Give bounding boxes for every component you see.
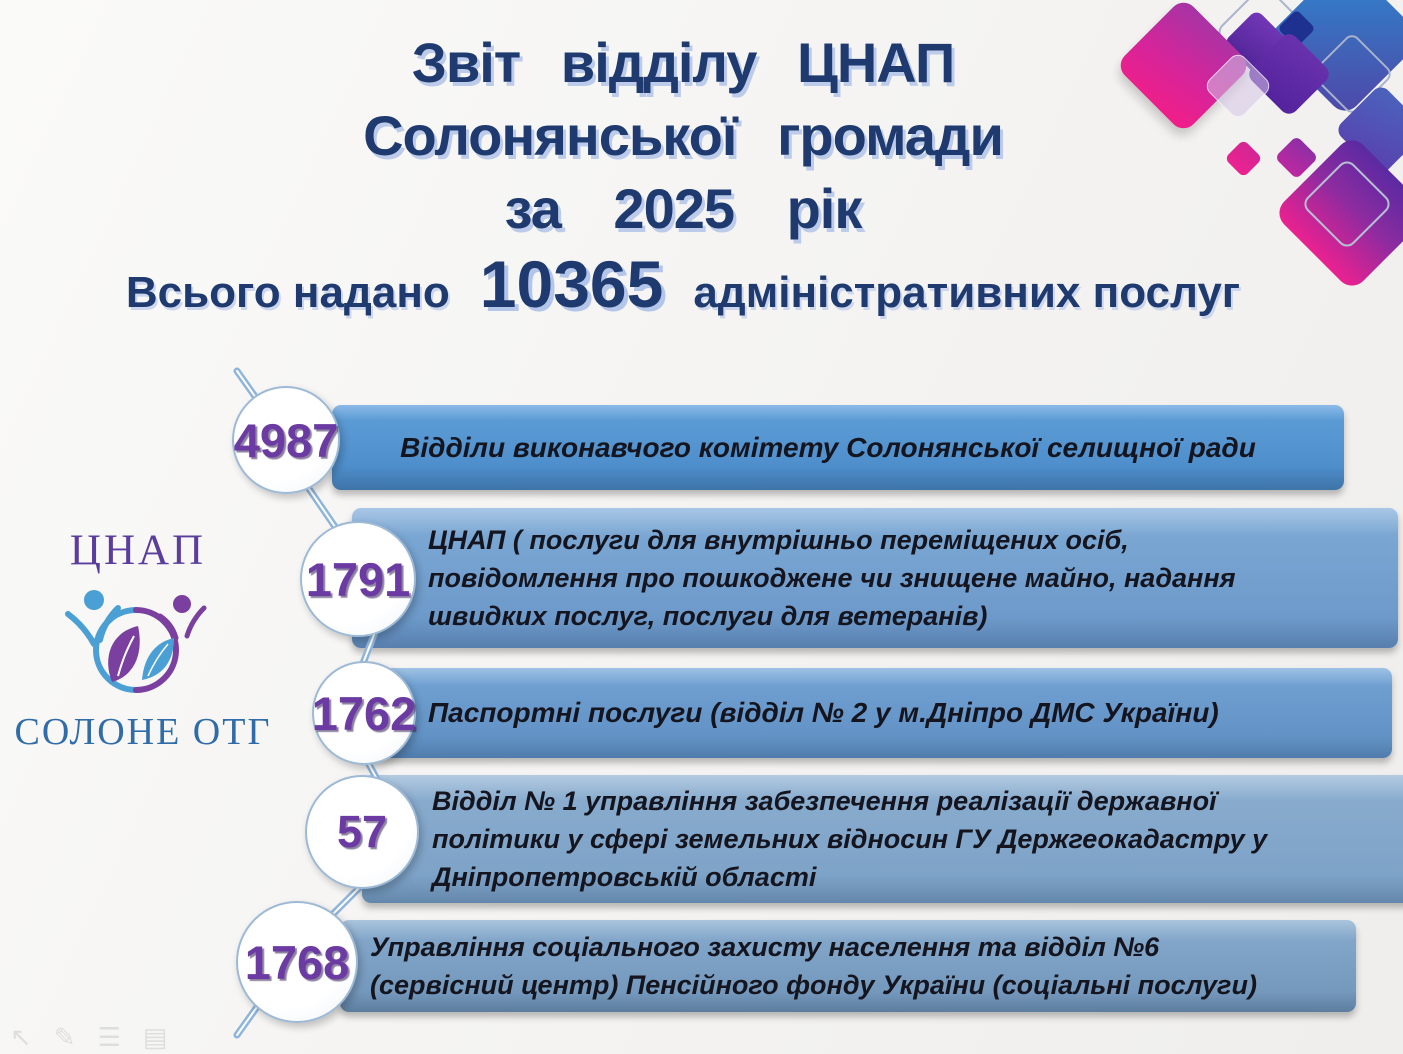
- service-count-badge: 1762: [312, 661, 416, 765]
- service-bar: Управління соціального захисту населення…: [340, 920, 1356, 1012]
- service-bar-label: повідомлення про пошкоджене чи знищене м…: [428, 563, 1236, 593]
- service-count-badge: 1768: [236, 901, 358, 1023]
- pencil-icon: ✎: [53, 1022, 76, 1052]
- service-bar-label: ЦНАП ( послуги для внутрішньо переміщени…: [428, 525, 1129, 555]
- slide-title: Звіт відділу ЦНАП Солонянської громади з…: [0, 26, 1366, 245]
- service-bar-label: Відділи виконавчого комітету Солонянсько…: [400, 431, 1256, 463]
- service-bar-label: Відділ № 1 управління забезпечення реалі…: [432, 786, 1217, 816]
- ghost-toolbar: ↖ ✎ ☰ ▤: [10, 1022, 167, 1053]
- service-bar-label: Дніпропетровській області: [432, 862, 817, 892]
- list-icon: ☰: [97, 1022, 121, 1052]
- service-bar: Паспортні послуги (відділ № 2 у м.Дніпро…: [358, 668, 1392, 758]
- service-bar: ЦНАП ( послуги для внутрішньо переміщени…: [352, 508, 1398, 648]
- service-bar: Відділи виконавчого комітету Солонянсько…: [332, 405, 1344, 490]
- logo-org-name: ЦНАП: [69, 527, 207, 574]
- service-bar-label: політики у сфері земельних відносин ГУ Д…: [432, 824, 1268, 854]
- service-bar: Відділ № 1 управління забезпечення реалі…: [362, 775, 1403, 903]
- service-bar-label: (сервісний центр) Пенсійного фонду Украї…: [370, 970, 1257, 1000]
- total-services-count: 10365: [479, 247, 664, 321]
- service-bar-label: швидких послуг, послуги для ветеранів): [428, 601, 988, 631]
- title-line-3: за 2025 рік: [504, 177, 863, 240]
- service-count-badge: 4987: [232, 386, 340, 494]
- title-line-1: Звіт відділу ЦНАП: [411, 31, 956, 94]
- logo-community-name: СОЛОНЕ ОТГ: [14, 711, 272, 753]
- people-circle-leaves-icon: [65, 590, 207, 693]
- summary-suffix: адміністративних послуг: [693, 268, 1241, 317]
- service-count-badge: 57: [305, 775, 419, 889]
- cursor-icon: ↖: [10, 1022, 32, 1052]
- title-line-2: Солонянської громади: [363, 104, 1004, 167]
- page-icon: ▤: [142, 1022, 168, 1052]
- service-bar-label: Управління соціального захисту населення…: [370, 932, 1160, 962]
- service-count-badge: 1791: [300, 521, 416, 637]
- summary-prefix: Всього надано: [125, 268, 450, 317]
- summary-line: Всього надано 10365 адміністративних пос…: [0, 246, 1366, 322]
- service-bar-label: Паспортні послуги (відділ № 2 у м.Дніпро…: [428, 697, 1219, 728]
